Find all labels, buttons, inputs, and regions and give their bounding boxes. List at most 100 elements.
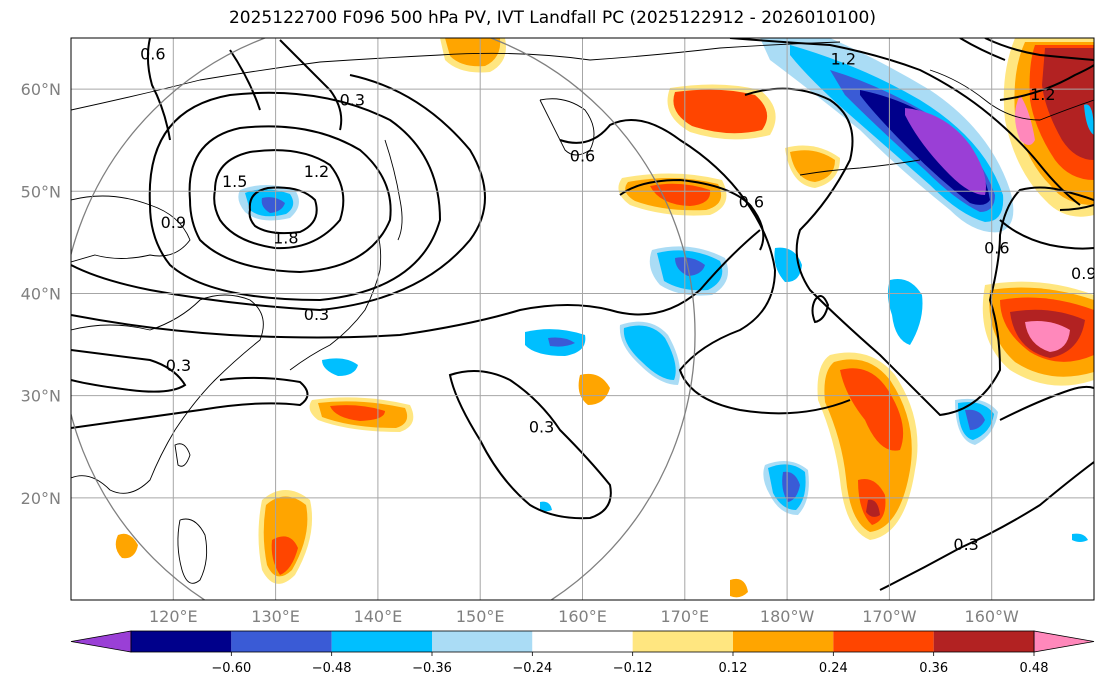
negative-anomaly-small xyxy=(887,279,923,345)
lon-tick-label: 140°E xyxy=(354,607,403,626)
pv-contour-label: 0.3 xyxy=(304,305,329,324)
lon-tick-label: 120°E xyxy=(149,607,198,626)
colorbar-tick-label: 0.12 xyxy=(719,661,748,676)
pv-contour-0.6 xyxy=(959,38,1006,61)
colorbar-segment xyxy=(231,631,332,652)
pv-contour-0.9 xyxy=(1059,204,1094,211)
pv-contour-labels: 0.6 0.3 1.5 1.2 1.8 0.9 0.3 0.3 0.6 0.6 0.3 1.2 1.2 0… xyxy=(140,44,1096,554)
colorbar-segment xyxy=(432,631,533,652)
pv-contour-0.6 xyxy=(146,38,171,141)
positive-anomaly-central xyxy=(866,499,880,517)
colorbar-tick-label: −0.36 xyxy=(412,661,452,676)
negative-anomaly-small xyxy=(1084,104,1094,135)
longitude-labels: 120°E 130°E 140°E 150°E 160°E 170°E 180°W 170°W… xyxy=(149,607,1019,626)
range-circle xyxy=(71,38,696,600)
positive-anomaly-small xyxy=(115,533,138,559)
pv-contour-label: 0.9 xyxy=(1071,264,1096,283)
colorbar-segment xyxy=(933,631,1034,652)
colorbar-segment xyxy=(532,631,633,652)
pv-contour-1.5 xyxy=(213,149,345,250)
colorbar-segment xyxy=(733,631,834,652)
coastline-kamchatka xyxy=(539,98,595,156)
positive-anomaly-small xyxy=(790,150,835,182)
graticule xyxy=(71,38,1094,600)
lon-tick-label: 160°W xyxy=(965,607,1020,626)
coastline-aleutians xyxy=(799,159,921,176)
coastline-philippines xyxy=(177,518,208,584)
lon-tick-label: 160°E xyxy=(558,607,607,626)
positive-anomaly-small xyxy=(578,373,610,405)
negative-anomaly-small xyxy=(675,257,705,276)
pv-contour-1.2 xyxy=(729,38,1081,206)
pv-contour-0.3 xyxy=(879,461,1094,591)
pv-contour-label: 0.6 xyxy=(984,238,1009,257)
pv-contour-0.9 xyxy=(999,219,1094,250)
positive-anomaly-central xyxy=(840,368,904,451)
pv-contour-1.8 xyxy=(248,186,318,235)
pv-contour-label: 1.5 xyxy=(222,172,247,191)
pv-contours xyxy=(71,38,1094,591)
pv-contour-label: 0.3 xyxy=(166,356,191,375)
pv-contour-0.3 xyxy=(279,39,343,131)
coastline-alaska xyxy=(929,69,1094,121)
positive-anomaly-small xyxy=(330,405,385,421)
pv-contour-0.3 xyxy=(229,49,261,111)
pv-contour-label: 0.3 xyxy=(529,417,554,436)
colorbar: −0.60 −0.48 −0.36 −0.24 −0.12 0.12 0.24 0.36 0.4… xyxy=(70,630,1095,676)
colorbar-extend-high xyxy=(1033,630,1095,653)
colorbar-segment xyxy=(331,631,432,652)
pv-contour-label: 1.8 xyxy=(273,228,298,247)
colorbar-tick-label: 0.48 xyxy=(1020,661,1049,676)
positive-anomaly-gulf xyxy=(1042,48,1094,160)
lon-tick-label: 150°E xyxy=(456,607,505,626)
negative-anomaly-small xyxy=(548,337,575,347)
pv-contour-0.9 xyxy=(148,91,442,302)
coastline-japan xyxy=(289,234,382,371)
pv-contour-label: 1.2 xyxy=(1030,85,1055,104)
pv-contour-0.6 xyxy=(559,119,851,415)
lon-tick-label: 180°W xyxy=(760,607,815,626)
pv-contour-1.2 xyxy=(999,64,1094,101)
pv-contour-0.3 xyxy=(71,349,187,393)
map-frame xyxy=(70,37,1095,601)
colorbar-segment xyxy=(131,631,232,652)
pv-contour-label: 0.6 xyxy=(140,44,165,63)
pv-contour-1.2 xyxy=(984,38,1094,61)
positive-anomaly-small xyxy=(730,578,748,598)
pv-contour-label: 0.9 xyxy=(161,213,186,232)
lat-tick-label: 40°N xyxy=(21,284,61,303)
negative-anomaly-small xyxy=(1072,533,1088,542)
negative-anomaly-small xyxy=(774,247,802,283)
latitude-labels: 20°N 30°N 40°N 50°N 60°N xyxy=(21,80,61,508)
coastline-asia xyxy=(71,195,191,263)
colorbar-tick-label: 0.36 xyxy=(919,661,948,676)
pv-contour-0.3 xyxy=(448,370,612,520)
pv-contour-label: 0.3 xyxy=(953,535,978,554)
colorbar-frame xyxy=(130,630,1035,653)
lat-tick-label: 30°N xyxy=(21,387,61,406)
colorbar-tick-label: −0.60 xyxy=(211,661,251,676)
coastline-siberia xyxy=(71,41,841,111)
negative-anomaly-small xyxy=(261,197,285,213)
lon-tick-label: 170°E xyxy=(660,607,709,626)
colorbar-tick-label: −0.24 xyxy=(512,661,552,676)
colorbar-extend-low xyxy=(70,630,132,653)
pv-contour-label: 0.6 xyxy=(739,192,764,211)
lon-tick-label: 170°W xyxy=(862,607,917,626)
negative-anomaly-small xyxy=(623,325,676,380)
positive-anomaly-east xyxy=(1025,321,1070,352)
colorbar-tick-label: −0.12 xyxy=(613,661,653,676)
pv-contour-0.3 xyxy=(999,385,1094,421)
colorbar-segment xyxy=(833,631,934,652)
pv-contour-0.3 xyxy=(71,376,309,429)
pv-contour-label: 0.3 xyxy=(340,90,365,109)
lat-tick-label: 20°N xyxy=(21,489,61,508)
pv-contour-0.6 xyxy=(71,74,486,312)
lat-tick-label: 60°N xyxy=(21,80,61,99)
positive-anomaly-gulf xyxy=(1015,95,1035,145)
colorbar-tick-label: 0.24 xyxy=(819,661,848,676)
negative-anomaly-alaska xyxy=(905,108,986,195)
pv-contour-0.6 xyxy=(619,178,765,251)
positive-anomaly-small xyxy=(271,536,298,575)
